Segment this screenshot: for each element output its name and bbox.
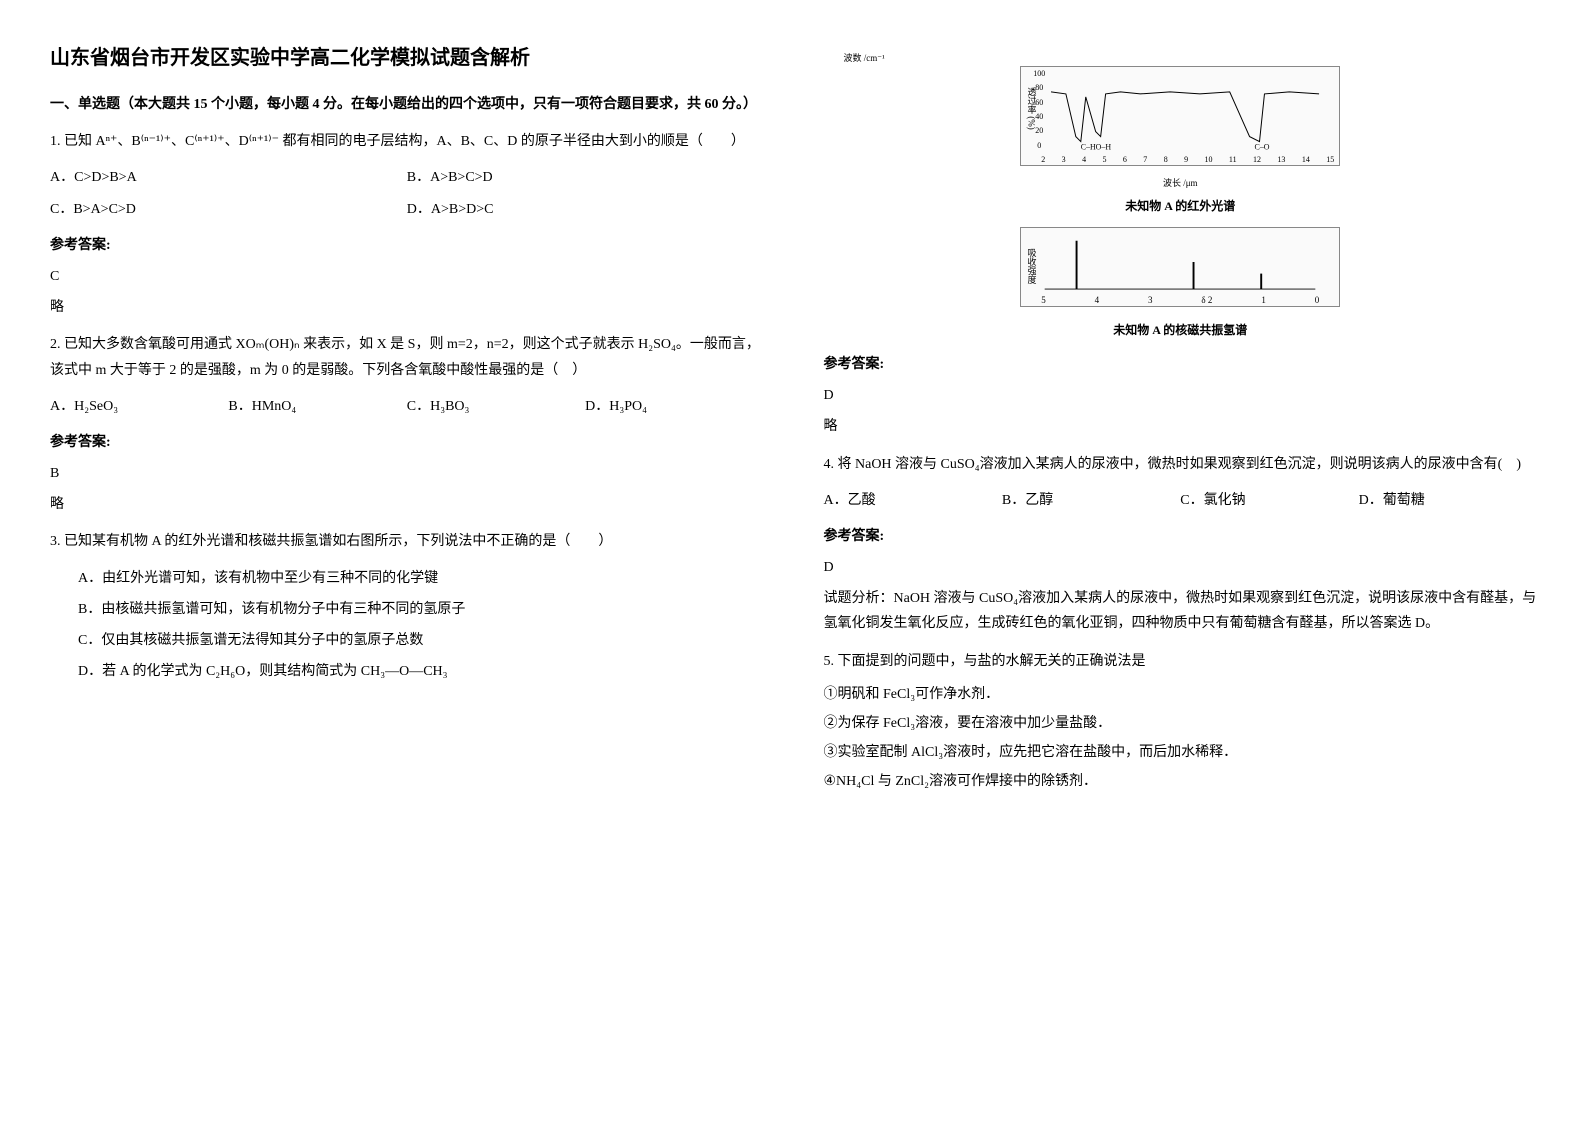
- question-2: 2. 已知大多数含氧酸可用通式 XOₘ(OH)ₙ 来表示，如 X 是 S，则 m…: [50, 332, 764, 517]
- tick: 80: [1033, 81, 1045, 95]
- question-text: 5. 下面提到的问题中，与盐的水解无关的正确说法是: [824, 649, 1538, 674]
- nmr-chart-container: 吸收强度 5 4 3 δ 2 1 0 未知物 A 的核磁共振氢谱: [824, 227, 1538, 342]
- tick: 11: [1229, 153, 1237, 167]
- nmr-chart-title: 未知物 A 的核磁共振氢谱: [824, 320, 1538, 342]
- option-a: A．H₂SeO₃: [50, 394, 228, 419]
- q5-item4: ④NH₄Cl 与 ZnCl₂溶液可作焊接中的除锈剂．: [824, 769, 1538, 794]
- answer-brief: 略: [50, 492, 764, 517]
- peak-label-oh: O–H: [1096, 143, 1112, 152]
- nmr-svg: [1041, 233, 1319, 291]
- ir-x-ticks: 2 3 4 5 6 7 8 9 10 11 12 13 14 15: [1041, 153, 1334, 167]
- option-c: C．B>A>C>D: [50, 197, 407, 222]
- tick: 4: [1095, 292, 1100, 308]
- option-b: B．乙醇: [1002, 488, 1180, 513]
- answer-label: 参考答案:: [824, 524, 1538, 549]
- option-c: C．H₃BO₃: [407, 394, 585, 419]
- tick: 8: [1164, 153, 1168, 167]
- answer-value: C: [50, 264, 764, 289]
- nmr-x-ticks: 5 4 3 δ 2 1 0: [1041, 292, 1319, 308]
- ir-chart-container: 波数 /cm⁻¹ 透过率 (%) C–H O–H C–O 23456789101…: [824, 50, 1538, 217]
- question-text: 4. 将 NaOH 溶液与 CuSO₄溶液加入某病人的尿液中，微热时如果观察到红…: [824, 452, 1538, 477]
- analysis-text: 试题分析：NaOH 溶液与 CuSO₄溶液加入某病人的尿液中，微热时如果观察到红…: [824, 586, 1538, 636]
- tick: 2: [1041, 153, 1045, 167]
- q5-item2: ②为保存 FeCl₃溶液，要在溶液中加少量盐酸．: [824, 711, 1538, 736]
- nmr-y-label: 吸收强度: [1023, 248, 1039, 284]
- answer-label: 参考答案:: [50, 430, 764, 455]
- tick: 13: [1277, 153, 1285, 167]
- option-b: B．由核磁共振氢谱可知，该有机物分子中有三种不同的氢原子: [50, 597, 764, 622]
- tick: 5: [1041, 292, 1046, 308]
- question-text: 2. 已知大多数含氧酸可用通式 XOₘ(OH)ₙ 来表示，如 X 是 S，则 m…: [50, 332, 764, 382]
- tick: 4: [1082, 153, 1086, 167]
- option-a: A．乙酸: [824, 488, 1002, 513]
- tick: 0: [1315, 292, 1320, 308]
- tick: 12: [1253, 153, 1261, 167]
- question-3: 3. 已知某有机物 A 的红外光谱和核磁共振氢谱如右图所示，下列说法中不正确的是…: [50, 529, 764, 687]
- option-b: B．HMnO₄: [228, 394, 406, 419]
- answer-value: D: [824, 383, 1538, 408]
- options: A．C>D>B>A B．A>B>C>D C．B>A>C>D D．A>B>D>C: [50, 162, 764, 224]
- tick: 9: [1184, 153, 1188, 167]
- ir-curve-svg: C–H O–H C–O: [1051, 82, 1329, 152]
- peak-label-co: C–O: [1255, 143, 1270, 152]
- options: A．H₂SeO₃ B．HMnO₄ C．H₃BO₃ D．H₃PO₄: [50, 391, 764, 422]
- ir-chart: 透过率 (%) C–H O–H C–O 23456789101112131415…: [1020, 66, 1340, 166]
- ir-chart-title: 未知物 A 的红外光谱: [824, 196, 1538, 218]
- answer-label: 参考答案:: [50, 233, 764, 258]
- option-b: B．A>B>C>D: [407, 165, 764, 190]
- tick: 15: [1326, 153, 1334, 167]
- option-a: A．C>D>B>A: [50, 165, 407, 190]
- tick: 1: [1261, 292, 1266, 308]
- tick: 20: [1033, 124, 1045, 138]
- option-c: C．氯化钠: [1180, 488, 1358, 513]
- nmr-chart: 吸收强度 5 4 3 δ 2 1 0: [1020, 227, 1340, 307]
- tick: 14: [1302, 153, 1310, 167]
- question-1: 1. 已知 Aⁿ⁺、B⁽ⁿ⁻¹⁾⁺、C⁽ⁿ⁺¹⁾⁺、D⁽ⁿ⁺¹⁾⁻ 都有相同的电…: [50, 129, 764, 320]
- answer-value: D: [824, 555, 1538, 580]
- section-header: 一、单选题（本大题共 15 个小题，每小题 4 分。在每小题给出的四个选项中，只…: [50, 92, 764, 117]
- tick: 6: [1123, 153, 1127, 167]
- ir-y-ticks: 020406080100: [1033, 69, 1045, 153]
- tick: 3: [1062, 153, 1066, 167]
- right-column: 波数 /cm⁻¹ 透过率 (%) C–H O–H C–O 23456789101…: [824, 40, 1538, 807]
- tick: 60: [1033, 96, 1045, 110]
- tick: 5: [1102, 153, 1106, 167]
- peak-label-ch: C–H: [1081, 143, 1096, 152]
- options: A．乙酸 B．乙醇 C．氯化钠 D．葡萄糖: [824, 485, 1538, 516]
- option-a: A．由红外光谱可知，该有机物中至少有三种不同的化学键: [50, 566, 764, 591]
- q5-item3: ③实验室配制 AlCl₃溶液时，应先把它溶在盐酸中，而后加水稀释．: [824, 740, 1538, 765]
- tick: 0: [1033, 139, 1045, 153]
- options: A．由红外光谱可知，该有机物中至少有三种不同的化学键 B．由核磁共振氢谱可知，该…: [50, 563, 764, 688]
- question-5: 5. 下面提到的问题中，与盐的水解无关的正确说法是 ①明矾和 FeCl₃可作净水…: [824, 649, 1538, 795]
- question-4: 4. 将 NaOH 溶液与 CuSO₄溶液加入某病人的尿液中，微热时如果观察到红…: [824, 452, 1538, 637]
- question-text: 3. 已知某有机物 A 的红外光谱和核磁共振氢谱如右图所示，下列说法中不正确的是…: [50, 529, 764, 554]
- left-column: 山东省烟台市开发区实验中学高二化学模拟试题含解析 一、单选题（本大题共 15 个…: [50, 40, 764, 807]
- ir-x-axis-label: 波长 /μm: [824, 175, 1538, 191]
- tick: 7: [1143, 153, 1147, 167]
- option-d: D．H₃PO₄: [585, 394, 763, 419]
- question-text: 1. 已知 Aⁿ⁺、B⁽ⁿ⁻¹⁾⁺、C⁽ⁿ⁺¹⁾⁺、D⁽ⁿ⁺¹⁾⁻ 都有相同的电…: [50, 129, 764, 154]
- q5-item1: ①明矾和 FeCl₃可作净水剂．: [824, 682, 1538, 707]
- tick: 10: [1205, 153, 1213, 167]
- ir-top-axis-label: 波数 /cm⁻¹: [844, 50, 1538, 66]
- page-title: 山东省烟台市开发区实验中学高二化学模拟试题含解析: [50, 40, 764, 76]
- tick: 3: [1148, 292, 1153, 308]
- answer-value: B: [50, 461, 764, 486]
- option-d: D．若 A 的化学式为 C₂H₆O，则其结构简式为 CH₃—O—CH₃: [50, 659, 764, 684]
- option-d: D．葡萄糖: [1359, 488, 1537, 513]
- tick: 100: [1033, 67, 1045, 81]
- option-d: D．A>B>D>C: [407, 197, 764, 222]
- tick: δ 2: [1201, 292, 1212, 308]
- tick: 40: [1033, 110, 1045, 124]
- nmr-peaks: [1041, 233, 1319, 291]
- answer-label: 参考答案:: [824, 352, 1538, 377]
- answer-brief: 略: [50, 295, 764, 320]
- option-c: C．仅由其核磁共振氢谱无法得知其分子中的氢原子总数: [50, 628, 764, 653]
- answer-brief: 略: [824, 414, 1538, 439]
